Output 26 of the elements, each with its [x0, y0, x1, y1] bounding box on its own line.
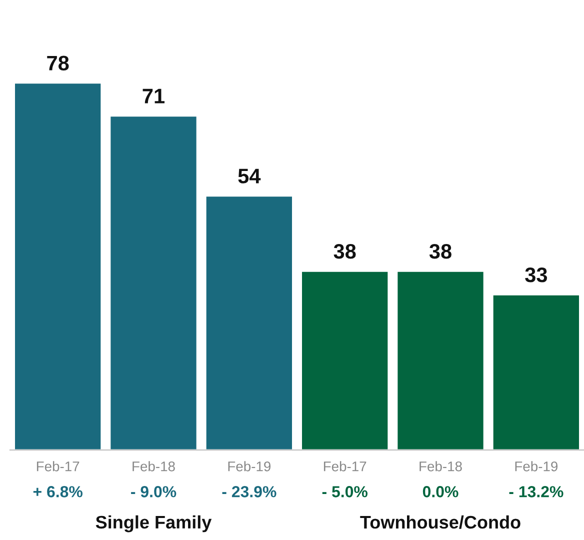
text: - 9.0% [131, 486, 176, 498]
x-tick-label: Feb-19 [228, 461, 271, 472]
data-label: 38 [334, 244, 356, 259]
text: 0.0% [422, 486, 458, 498]
x-tick-label: Feb-18 [420, 461, 462, 472]
bar [14, 82, 102, 450]
data-label: 54 [238, 168, 261, 184]
bar [396, 270, 485, 450]
data-label: 38 [429, 244, 452, 259]
bar [300, 270, 390, 450]
bar [109, 115, 198, 450]
x-tick-label: Feb-17 [324, 461, 366, 472]
text: + 6.8% [33, 486, 82, 498]
data-label: 71 [142, 88, 165, 104]
data-label: 78 [47, 56, 69, 70]
x-tick-label: Feb-19 [515, 461, 558, 472]
text: - 23.9% [222, 486, 276, 498]
bar [204, 195, 294, 450]
text: - 13.2% [509, 486, 564, 498]
text: - 5.0% [322, 486, 368, 498]
text: Townhouse/Condo [360, 515, 520, 529]
x-tick-label: Feb-17 [36, 461, 80, 472]
x-tick-label: Feb-18 [132, 461, 175, 472]
data-label: 33 [525, 268, 547, 282]
text: Single Family [96, 515, 212, 532]
bar [492, 294, 580, 450]
